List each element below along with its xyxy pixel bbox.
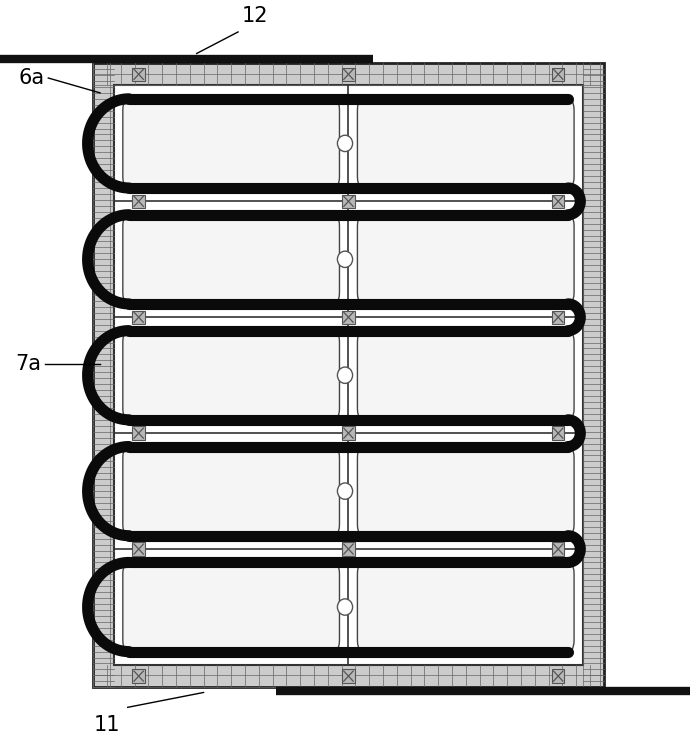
FancyBboxPatch shape (123, 95, 339, 192)
Bar (132, 426, 145, 440)
FancyBboxPatch shape (357, 211, 574, 308)
Circle shape (337, 135, 353, 152)
Bar (132, 68, 145, 81)
FancyBboxPatch shape (357, 443, 574, 539)
Bar (114, 85, 583, 665)
Bar (552, 195, 564, 208)
Bar (342, 426, 355, 440)
Bar (342, 311, 355, 324)
Bar (552, 311, 564, 324)
Bar (132, 311, 145, 324)
FancyBboxPatch shape (357, 559, 574, 655)
FancyBboxPatch shape (123, 327, 339, 424)
Bar (342, 669, 355, 683)
Text: 6a: 6a (19, 68, 45, 88)
Bar (342, 195, 355, 208)
FancyBboxPatch shape (123, 443, 339, 539)
Bar (552, 542, 564, 556)
Bar (93, 63, 604, 687)
Bar (132, 195, 145, 208)
FancyBboxPatch shape (123, 559, 339, 655)
FancyBboxPatch shape (123, 211, 339, 308)
Text: 12: 12 (242, 6, 268, 26)
Circle shape (337, 367, 353, 383)
Bar (552, 426, 564, 440)
Bar (342, 542, 355, 556)
FancyBboxPatch shape (357, 95, 574, 192)
Bar (132, 542, 145, 556)
Bar (342, 68, 355, 81)
Text: 11: 11 (94, 715, 120, 735)
Text: 7a: 7a (15, 354, 41, 374)
Bar (132, 669, 145, 683)
Circle shape (337, 483, 353, 499)
Circle shape (337, 599, 353, 615)
Bar (552, 669, 564, 683)
Circle shape (337, 251, 353, 267)
Bar (552, 68, 564, 81)
FancyBboxPatch shape (357, 327, 574, 424)
